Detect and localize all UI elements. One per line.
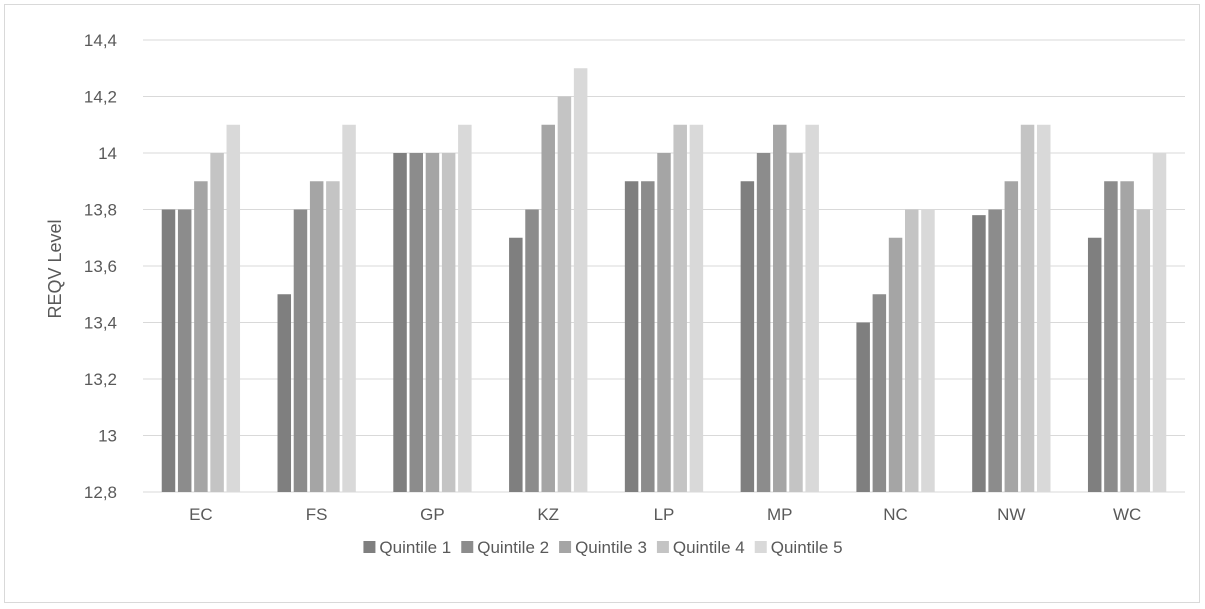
- bar-kz-q2: [525, 209, 539, 492]
- legend-label: Quintile 5: [771, 538, 843, 557]
- y-tick-label: 14: [98, 144, 117, 163]
- legend: Quintile 1 Quintile 2 Quintile 3 Quintile 4…: [363, 538, 843, 557]
- x-category-label: GP: [420, 505, 445, 524]
- bar-mp-q2: [756, 153, 771, 492]
- legend-label: Quintile 4: [673, 538, 745, 557]
- y-tick-label: 13,4: [84, 314, 117, 333]
- bar-gp-q2: [409, 153, 423, 492]
- bar-nw-q4: [1020, 124, 1035, 492]
- legend-item: Quintile 5: [754, 538, 843, 557]
- bar-nw-q1: [972, 215, 986, 492]
- y-tick-label: 12,8: [84, 483, 117, 502]
- x-axis-categories: EC FS GP KZ LP MP NC NW WC: [189, 505, 1141, 524]
- bar-wc-q3: [1120, 181, 1134, 492]
- bar-wc-q2: [1104, 181, 1118, 492]
- bar-ec-q1: [161, 209, 176, 492]
- bar-fs-q5: [342, 124, 356, 492]
- bar-kz-q1: [509, 237, 523, 492]
- y-tick-label: 14,4: [84, 31, 117, 50]
- x-category-label: WC: [1113, 505, 1141, 524]
- bar-wc-q1: [1087, 237, 1102, 492]
- y-tick-label: 13,2: [84, 370, 117, 389]
- x-category-label: NC: [883, 505, 908, 524]
- bar-mp-q4: [789, 153, 803, 492]
- bar-mp-q5: [805, 124, 819, 492]
- y-tick-label: 13,6: [84, 257, 117, 276]
- x-category-label: LP: [654, 505, 675, 524]
- bar-fs-q3: [309, 181, 324, 492]
- legend-item: Quintile 3: [559, 538, 647, 557]
- bar-ec-q4: [210, 153, 224, 492]
- x-category-label: NW: [997, 505, 1025, 524]
- bar-lp-q2: [641, 181, 655, 492]
- y-tick-label: 14,2: [84, 88, 117, 107]
- legend-item: Quintile 1: [363, 538, 451, 557]
- bars: [161, 68, 1167, 492]
- bar-gp-q4: [441, 153, 456, 492]
- bar-nc-q2: [872, 294, 887, 492]
- bar-nw-q5: [1036, 124, 1051, 492]
- x-category-label: KZ: [537, 505, 559, 524]
- bar-fs-q1: [277, 294, 292, 492]
- bar-nw-q2: [988, 209, 1002, 492]
- bar-mp-q1: [740, 181, 755, 492]
- bar-gp-q3: [425, 153, 440, 492]
- bar-gp-q5: [458, 124, 472, 492]
- bar-lp-q4: [673, 124, 687, 492]
- bar-ec-q5: [226, 124, 241, 492]
- x-category-label: EC: [189, 505, 213, 524]
- y-axis-ticks: 12,8 13 13,2 13,4 13,6 13,8 14 14,2 14,4: [84, 31, 117, 502]
- bar-lp-q1: [624, 181, 639, 492]
- bar-kz-q3: [541, 124, 555, 492]
- bar-fs-q4: [326, 181, 340, 492]
- legend-label: Quintile 3: [575, 538, 647, 557]
- y-axis-title: REQV Level: [45, 219, 65, 318]
- bar-nc-q4: [905, 209, 919, 492]
- legend-label: Quintile 1: [379, 538, 451, 557]
- x-category-label: FS: [306, 505, 328, 524]
- bar-chart: 12,8 13 13,2 13,4 13,6 13,8 14 14,2 14,4 EC FS GP K…: [45, 31, 1185, 557]
- bar-nw-q3: [1004, 181, 1019, 492]
- legend-item: Quintile 4: [656, 538, 745, 557]
- bar-mp-q3: [773, 124, 787, 492]
- legend-swatch: [754, 541, 767, 553]
- bar-gp-q1: [393, 153, 407, 492]
- chart-area: 12,8 13 13,2 13,4 13,6 13,8 14 14,2 14,4 EC FS GP K…: [4, 4, 1200, 603]
- bar-wc-q4: [1136, 209, 1151, 492]
- bar-wc-q5: [1152, 153, 1167, 492]
- legend-swatch: [656, 541, 669, 553]
- bar-fs-q2: [293, 209, 308, 492]
- bar-nc-q1: [856, 322, 870, 492]
- legend-swatch: [559, 541, 572, 553]
- y-tick-label: 13: [98, 427, 117, 446]
- bar-nc-q5: [921, 209, 935, 492]
- bar-nc-q3: [888, 237, 903, 492]
- legend-item: Quintile 2: [461, 538, 549, 557]
- x-category-label: MP: [767, 505, 793, 524]
- bar-lp-q5: [689, 124, 704, 492]
- bar-lp-q3: [657, 153, 671, 492]
- bar-kz-q5: [573, 68, 588, 492]
- bar-ec-q3: [194, 181, 208, 492]
- legend-swatch: [461, 541, 474, 553]
- legend-label: Quintile 2: [477, 538, 549, 557]
- bar-ec-q2: [177, 209, 192, 492]
- y-tick-label: 13,8: [84, 201, 117, 220]
- legend-swatch: [363, 541, 376, 553]
- bar-kz-q4: [557, 96, 572, 492]
